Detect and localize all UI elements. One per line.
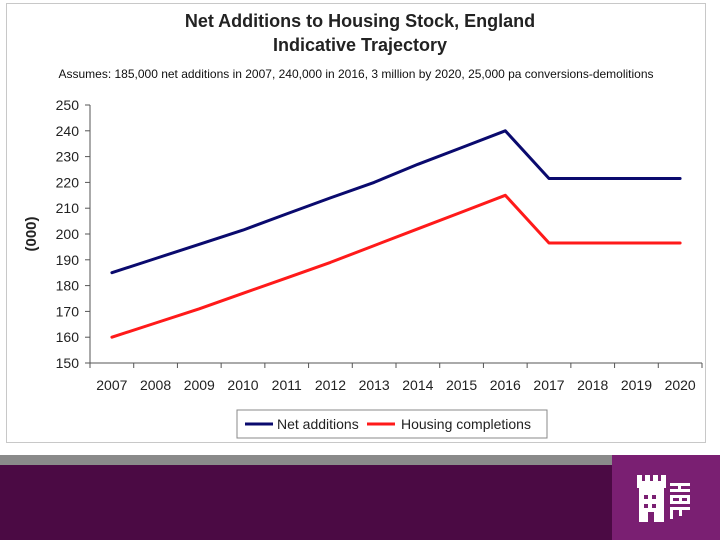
chart-title: Net Additions to Housing Stock, England (184, 11, 536, 31)
x-tick-label: 2014 (402, 377, 433, 393)
y-tick-label: 190 (56, 252, 80, 268)
y-tick-label: 170 (56, 303, 80, 319)
chart-subtitle: Indicative Trajectory (272, 35, 448, 55)
y-tick-label: 210 (56, 200, 80, 216)
chart-frame (6, 3, 706, 443)
y-tick-label: 230 (56, 149, 80, 165)
series-line-net-additions (110, 129, 682, 275)
x-tick-label: 2019 (621, 377, 652, 393)
line-chart: 150 160 170 180 190 200 210 220 230 240 250 2007 200… (23, 97, 703, 439)
x-tick-label: 2017 (533, 377, 564, 393)
x-tick-label: 2018 (577, 377, 608, 393)
x-tick-label: 2009 (184, 377, 215, 393)
x-tick-label: 2010 (227, 377, 258, 393)
y-tick-label: 200 (56, 226, 80, 242)
footer-divider (0, 455, 720, 465)
logo-background (612, 455, 720, 540)
y-tick-label: 160 (56, 329, 80, 345)
hbf-logo-icon (637, 475, 690, 522)
x-tick-label: 2020 (665, 377, 696, 393)
y-tick-label: 220 (56, 174, 80, 190)
x-tick-label: 2011 (272, 377, 302, 393)
x-tick-label: 2016 (490, 377, 521, 393)
slide-area: Net Additions to Housing Stock, England … (6, 3, 706, 443)
y-tick-label: 180 (56, 278, 80, 294)
x-tick-label: 2013 (359, 377, 390, 393)
footer-bar (0, 465, 720, 540)
y-tick-label: 150 (56, 355, 80, 371)
legend-label: Housing completions (401, 416, 531, 432)
x-tick-label: 2015 (446, 377, 477, 393)
y-tick-label: 240 (56, 123, 80, 139)
x-tick-label: 2008 (140, 377, 171, 393)
y-axis-title: (000) (23, 216, 40, 251)
x-tick-label: 2007 (96, 377, 127, 393)
x-tick-label: 2012 (315, 377, 346, 393)
legend-label: Net additions (277, 416, 359, 432)
chart-assumptions-note: Assumes: 185,000 net additions in 2007, … (58, 67, 654, 81)
series-line-housing-completions (110, 193, 682, 339)
y-tick-label: 250 (56, 97, 80, 113)
